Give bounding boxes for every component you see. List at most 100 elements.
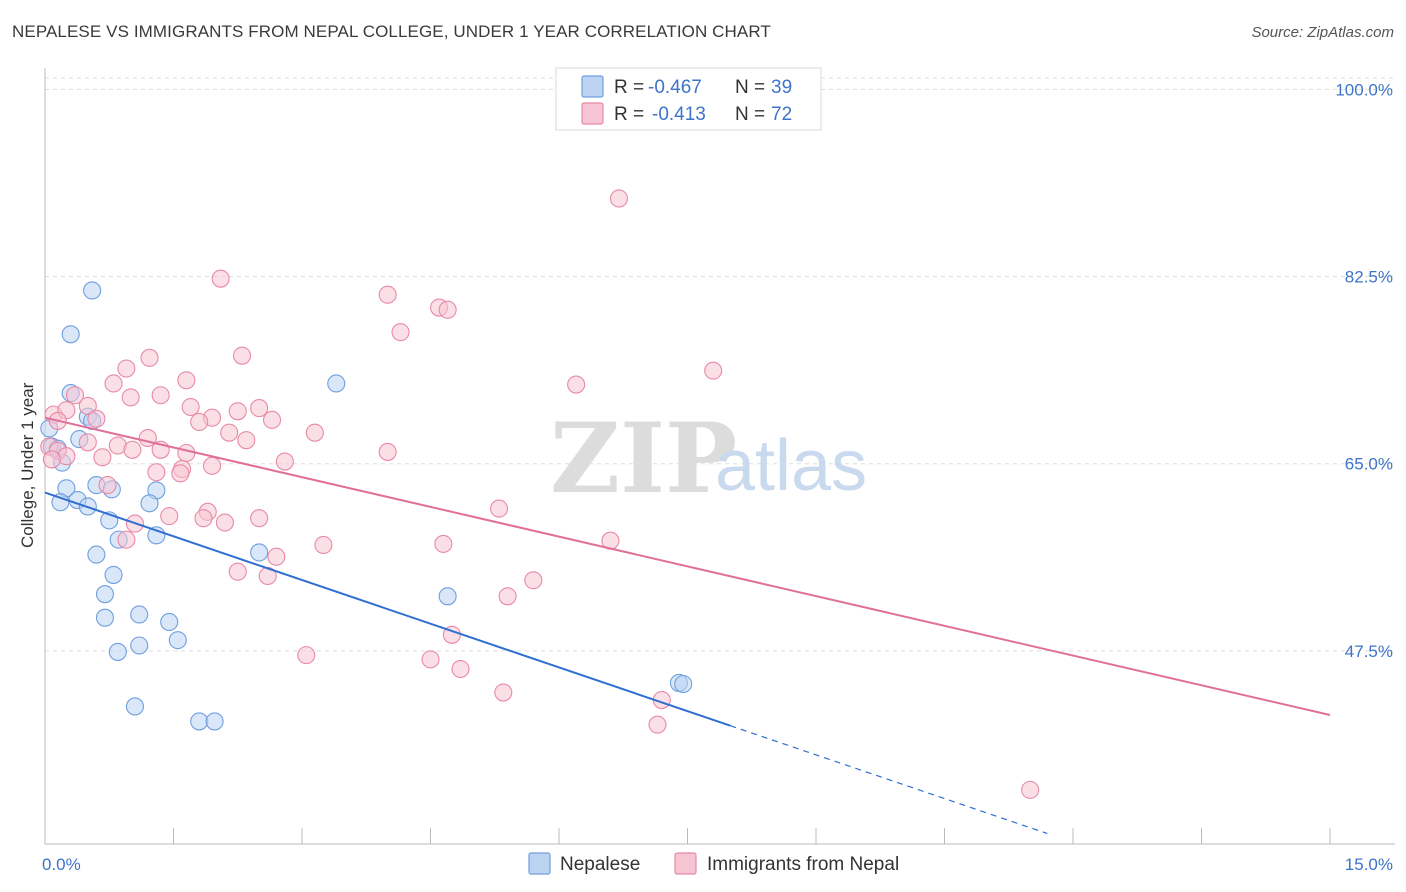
point-nepalese	[160, 612, 179, 632]
point-immigrants	[524, 571, 543, 590]
point-immigrants	[305, 423, 324, 442]
point-immigrants	[232, 346, 252, 365]
point-immigrants	[93, 448, 112, 467]
chart-title: NEPALESE VS IMMIGRANTS FROM NEPAL COLLEG…	[12, 22, 771, 41]
watermark-zip: ZIP	[550, 402, 737, 515]
point-immigrants	[42, 450, 61, 469]
point-immigrants	[498, 587, 517, 606]
point-immigrants	[250, 399, 269, 418]
point-nepalese	[438, 587, 457, 606]
y-tick-label: 100.0%	[1335, 80, 1393, 99]
point-immigrants	[87, 409, 106, 428]
point-immigrants	[237, 431, 256, 450]
x-tick-label: 0.0%	[42, 855, 81, 874]
y-tick-label: 65.0%	[1345, 455, 1393, 474]
legend-n-label-nepalese: N =	[735, 77, 765, 98]
y-tick-labels: 47.5% 65.0% 82.5% 100.0%	[1335, 80, 1393, 660]
point-immigrants	[177, 371, 196, 390]
source-label: Source: ZipAtlas.com	[1251, 24, 1394, 41]
point-nepalese	[130, 605, 149, 624]
point-immigrants	[65, 386, 85, 405]
point-nepalese	[327, 374, 346, 393]
series-legend: Nepalese Immigrants from Nepal	[528, 852, 899, 875]
point-immigrants	[123, 440, 142, 459]
y-tick-label: 47.5%	[1345, 642, 1393, 661]
point-nepalese	[95, 585, 115, 604]
point-immigrants	[78, 396, 97, 415]
point-immigrants	[704, 361, 723, 380]
point-nepalese	[250, 543, 269, 562]
point-nepalese	[674, 674, 693, 694]
trend-line-immigrants	[44, 416, 1331, 716]
point-immigrants	[147, 463, 166, 482]
point-immigrants	[117, 359, 136, 378]
point-immigrants	[104, 374, 123, 393]
point-nepalese	[108, 642, 127, 661]
point-immigrants	[121, 388, 140, 407]
legend-swatch-immigrants	[581, 102, 604, 125]
point-nepalese	[61, 325, 80, 344]
point-immigrants	[275, 452, 294, 471]
series-legend-label-nepalese: Nepalese	[560, 854, 640, 875]
point-immigrants	[98, 476, 117, 495]
point-immigrants	[421, 650, 440, 669]
point-nepalese	[83, 281, 102, 300]
data-points	[40, 189, 1040, 799]
point-immigrants	[177, 443, 196, 463]
point-immigrants	[78, 433, 97, 452]
point-immigrants	[220, 423, 239, 442]
point-nepalese	[104, 565, 123, 584]
point-immigrants	[494, 683, 513, 702]
point-immigrants	[228, 402, 247, 421]
x-tick-label: 15.0%	[1345, 855, 1393, 874]
legend-r-label-nepalese: R =	[614, 77, 644, 98]
point-immigrants	[160, 507, 179, 526]
legend-n-value-nepalese: 39	[771, 77, 792, 98]
point-immigrants	[181, 397, 200, 417]
series-legend-swatch-immigrants	[674, 852, 697, 875]
point-immigrants	[489, 499, 509, 518]
point-immigrants	[378, 285, 397, 304]
series-legend-label-immigrants: Immigrants from Nepal	[707, 854, 899, 875]
point-immigrants	[151, 386, 170, 405]
point-nepalese	[125, 697, 144, 716]
point-immigrants	[267, 547, 286, 566]
watermark: ZIP atlas	[550, 402, 867, 515]
point-immigrants	[648, 715, 667, 734]
legend-r-value-nepalese: -0.467	[648, 77, 702, 98]
y-axis-label: College, Under 1 year	[18, 382, 37, 548]
point-immigrants	[140, 348, 159, 367]
point-immigrants	[391, 323, 410, 342]
point-immigrants	[203, 456, 222, 475]
point-immigrants	[262, 410, 282, 429]
point-nepalese	[205, 712, 224, 731]
series-legend-swatch-nepalese	[528, 852, 551, 875]
point-immigrants	[297, 646, 316, 665]
trend-line-nepalese-extension	[730, 725, 1048, 835]
point-nepalese	[140, 494, 159, 513]
point-immigrants	[190, 412, 209, 432]
point-nepalese	[190, 712, 209, 731]
point-nepalese	[95, 608, 115, 627]
point-immigrants	[314, 535, 333, 555]
point-immigrants	[434, 534, 453, 553]
point-immigrants	[228, 562, 247, 581]
point-immigrants	[451, 659, 470, 679]
legend-swatch-nepalese	[581, 75, 604, 98]
point-immigrants	[215, 513, 234, 532]
trend-line-nepalese	[44, 491, 731, 727]
x-tick-labels: 0.0% 15.0%	[42, 855, 1393, 874]
legend-r-value-immigrants: -0.413	[652, 104, 706, 125]
point-immigrants	[438, 300, 457, 319]
point-immigrants	[117, 530, 136, 549]
trend-lines	[44, 416, 1331, 835]
point-immigrants	[609, 189, 629, 208]
point-immigrants	[250, 509, 269, 528]
point-immigrants	[378, 442, 397, 461]
point-immigrants	[211, 269, 230, 288]
point-immigrants	[194, 509, 213, 528]
point-nepalese	[87, 545, 106, 564]
stats-legend: R = -0.467 N = 39 R = -0.413 N = 72	[555, 67, 822, 131]
watermark-atlas: atlas	[715, 426, 867, 506]
